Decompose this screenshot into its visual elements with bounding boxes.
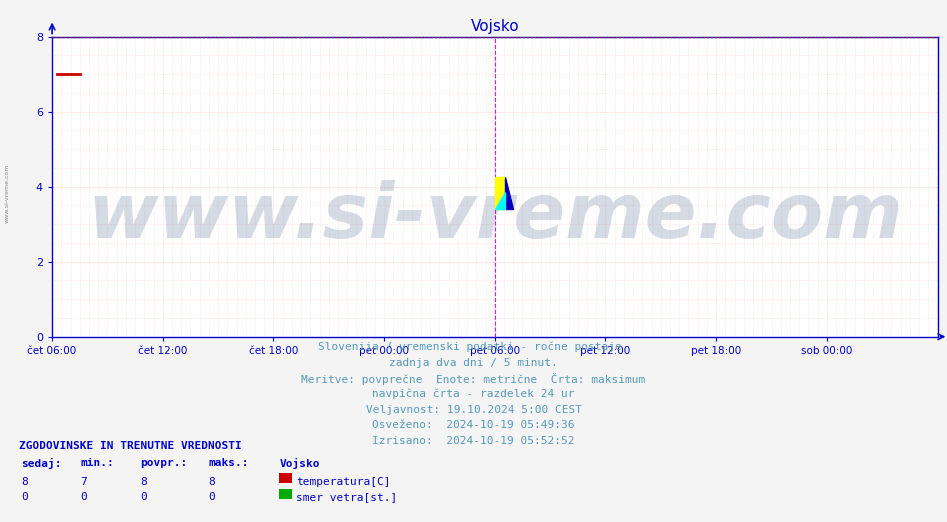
Text: Meritve: povprečne  Enote: metrične  Črta: maksimum: Meritve: povprečne Enote: metrične Črta:… xyxy=(301,373,646,385)
Text: www.si-vreme.com: www.si-vreme.com xyxy=(5,163,10,223)
Text: www.si-vreme.com: www.si-vreme.com xyxy=(87,180,902,254)
Text: Vojsko: Vojsko xyxy=(279,458,320,469)
Text: navpična črta - razdelek 24 ur: navpična črta - razdelek 24 ur xyxy=(372,389,575,399)
Text: zadnja dva dni / 5 minut.: zadnja dva dni / 5 minut. xyxy=(389,358,558,367)
Title: Vojsko: Vojsko xyxy=(471,19,519,34)
Text: temperatura[C]: temperatura[C] xyxy=(296,477,391,487)
Text: 0: 0 xyxy=(80,492,87,502)
Text: Osveženo:  2024-10-19 05:49:36: Osveženo: 2024-10-19 05:49:36 xyxy=(372,420,575,430)
Text: 0: 0 xyxy=(140,492,147,502)
Text: 0: 0 xyxy=(21,492,27,502)
Polygon shape xyxy=(495,192,505,209)
Text: ZGODOVINSKE IN TRENUTNE VREDNOSTI: ZGODOVINSKE IN TRENUTNE VREDNOSTI xyxy=(19,441,241,451)
Polygon shape xyxy=(495,177,505,209)
Text: 8: 8 xyxy=(208,477,215,487)
Text: 8: 8 xyxy=(21,477,27,487)
Text: min.:: min.: xyxy=(80,458,115,468)
Text: povpr.:: povpr.: xyxy=(140,458,188,468)
Text: 0: 0 xyxy=(208,492,215,502)
Text: Slovenija / vremenski podatki - ročne postaje.: Slovenija / vremenski podatki - ročne po… xyxy=(318,342,629,352)
Text: smer vetra[st.]: smer vetra[st.] xyxy=(296,492,398,502)
Polygon shape xyxy=(505,177,513,209)
Text: maks.:: maks.: xyxy=(208,458,249,468)
Text: 7: 7 xyxy=(80,477,87,487)
Text: Veljavnost: 19.10.2024 5:00 CEST: Veljavnost: 19.10.2024 5:00 CEST xyxy=(366,405,581,414)
Text: 8: 8 xyxy=(140,477,147,487)
Text: Izrisano:  2024-10-19 05:52:52: Izrisano: 2024-10-19 05:52:52 xyxy=(372,436,575,446)
Text: sedaj:: sedaj: xyxy=(21,458,62,469)
